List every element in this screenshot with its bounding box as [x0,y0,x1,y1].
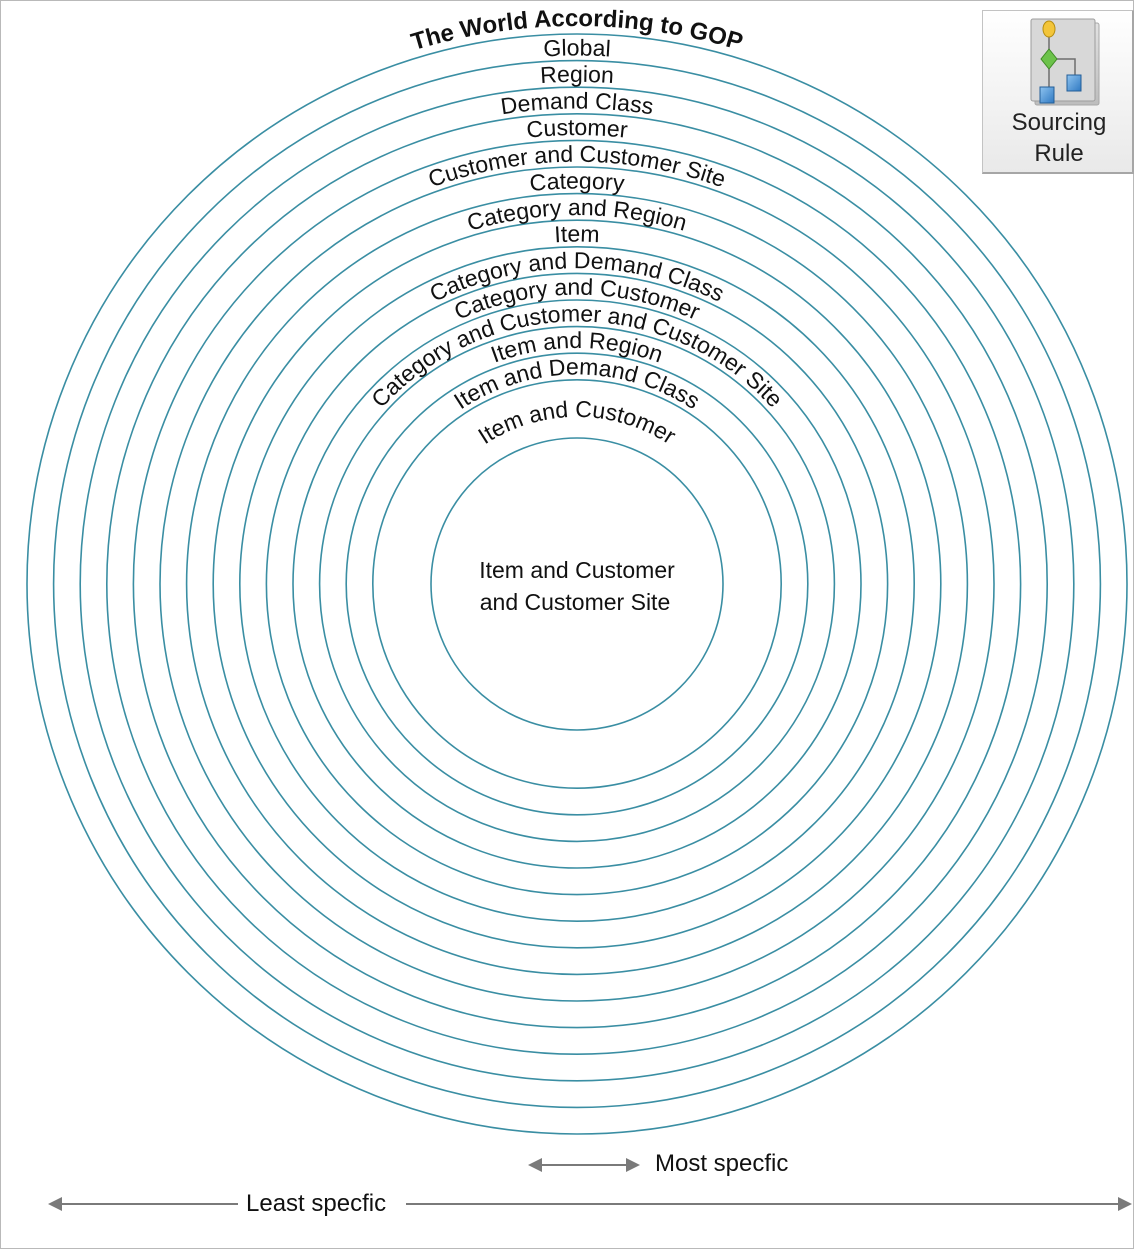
least-specific-label: Least specfic [246,1190,386,1217]
sourcing-rule-button[interactable]: Sourcing Rule [982,10,1134,174]
least-specific-arrow [48,1197,1132,1211]
ring-boundary-13 [345,352,809,816]
ring-label-14: Item and Customer [473,396,681,449]
ring-boundary-10 [265,272,889,896]
rings-group [26,33,1128,1135]
center-label-line-1: Item and Customer [479,557,675,583]
ring-boundary-innermost [430,437,724,731]
ring-label-6: Category [528,167,626,196]
ring-boundary-1 [26,33,1128,1135]
hierarchy-flow-icon [1030,18,1100,106]
ring-label-8: Item [554,221,600,248]
center-label-line-2: and Customer Site [480,589,670,615]
ring-boundary-8 [212,219,942,949]
ring-boundary-9 [238,245,916,923]
ring-boundary-14 [371,378,782,789]
ring-boundary-5 [132,139,1022,1029]
ring-boundary-6 [159,166,995,1002]
ring-boundary-2 [52,59,1102,1109]
ring-label-1: Global [543,34,612,61]
ring-boundary-4 [105,112,1049,1056]
ring-label-4: Customer [525,114,629,143]
ring-boundary-3 [79,86,1075,1082]
ring-boundary-11 [292,299,862,869]
ring-boundary-12 [318,325,836,843]
ring-boundary-7 [185,192,969,976]
ring-label-2: Region [539,61,614,88]
sourcing-rule-label: Sourcing Rule [1011,109,1107,167]
most-specific-label: Most specfic [655,1150,788,1177]
most-specific-arrow [528,1158,640,1172]
